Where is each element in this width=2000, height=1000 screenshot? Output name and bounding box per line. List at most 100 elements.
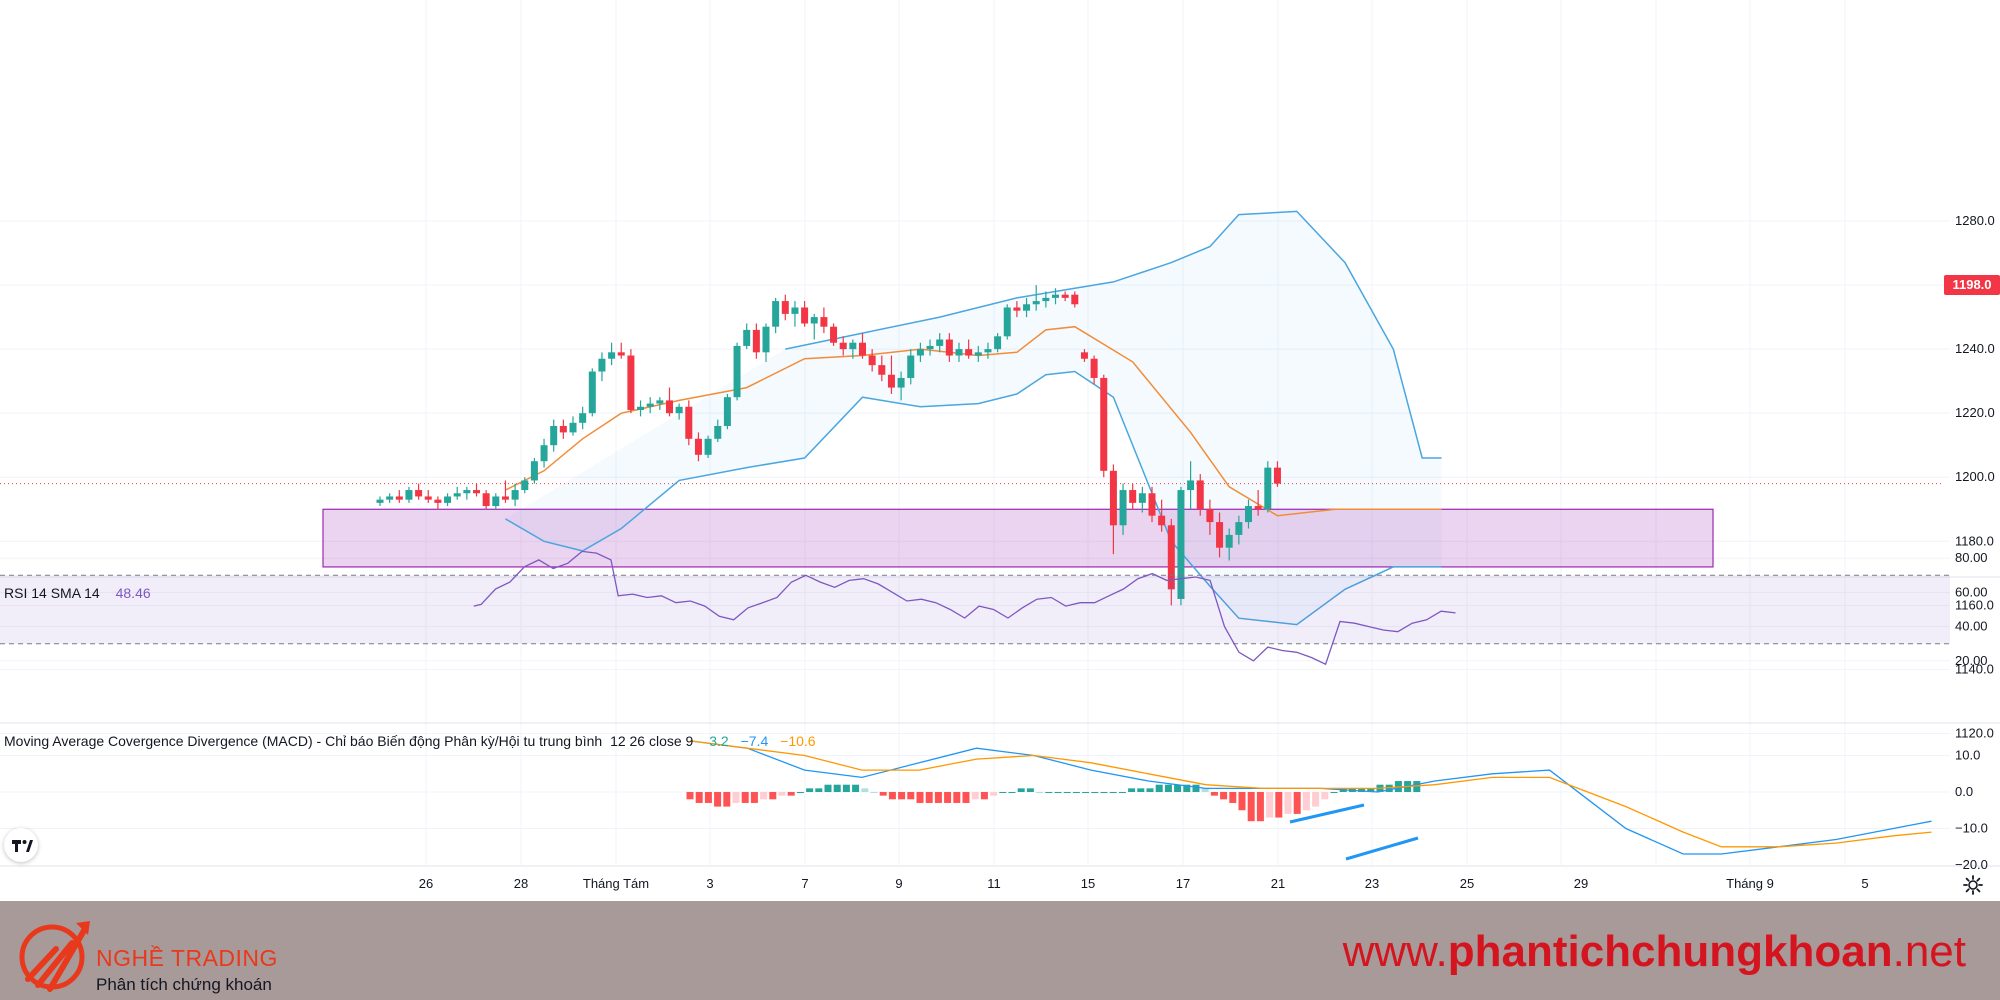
candle-body	[1013, 307, 1021, 311]
candle-body	[1187, 480, 1195, 491]
time-axis-label: 28	[514, 876, 528, 891]
rsi-value: 48.46	[115, 585, 151, 601]
macd-histogram-bar	[925, 792, 933, 803]
candle-body	[1052, 294, 1059, 298]
candle-body	[897, 377, 905, 388]
macd-histogram-bar	[714, 792, 722, 807]
candle-body	[685, 406, 693, 439]
candle-body	[656, 400, 664, 404]
candle-body	[646, 403, 654, 407]
macd-histogram-bar	[944, 792, 952, 803]
candle-body	[540, 445, 548, 462]
divergence-trendline	[1289, 803, 1365, 824]
macd-histogram-bar	[695, 792, 703, 803]
price-axis-label: 1120.0	[1955, 725, 1994, 740]
candle-body	[598, 358, 606, 372]
candle-body	[1273, 467, 1281, 484]
time-axis-label: 3	[706, 876, 713, 891]
macd-histogram-bar	[907, 792, 915, 800]
candle-body	[1090, 358, 1098, 378]
candle-body	[1254, 506, 1262, 510]
brand-logo-icon	[19, 921, 90, 992]
macd-histogram-bar	[1063, 792, 1071, 793]
macd-histogram-bar	[861, 788, 869, 792]
price-pane[interactable]	[0, 210, 1944, 626]
candle-body	[608, 352, 616, 359]
macd-histogram-bar	[1036, 792, 1044, 793]
time-axis-label: 17	[1176, 876, 1190, 891]
axes: 1280.01260.01240.01220.01200.01180.01160…	[419, 213, 1995, 891]
candle-body	[1080, 352, 1088, 359]
candle-body	[907, 355, 915, 378]
macd-histogram-bar	[842, 784, 850, 792]
macd-histogram-bar	[1192, 784, 1200, 792]
macd-legend[interactable]: Moving Average Covergence Divergence (MA…	[4, 733, 816, 749]
macd-histogram-bar	[723, 792, 731, 807]
candle-body	[868, 355, 876, 366]
support-zone	[322, 508, 1714, 568]
macd-histogram-bar	[953, 792, 961, 803]
site-url[interactable]: www.phantichchungkhoan.net	[1343, 927, 1966, 977]
candle-body	[473, 490, 480, 494]
candle-body	[424, 496, 432, 500]
candle-body	[1216, 522, 1224, 548]
candle-body	[521, 480, 529, 491]
candle-body	[752, 329, 760, 353]
candle-body	[415, 490, 423, 497]
macd-histogram-bar	[1017, 788, 1025, 792]
candle-body	[675, 406, 683, 414]
macd-histogram-bar	[1174, 784, 1182, 792]
price-axis-label: 1160.0	[1955, 597, 1994, 612]
macd-legend-title: Moving Average Covergence Divergence (MA…	[4, 733, 603, 749]
macd-histogram-bar	[934, 792, 942, 803]
macd-histogram-bar	[815, 788, 823, 792]
candle-body	[463, 490, 471, 494]
macd-histogram-bar	[980, 792, 988, 800]
macd-histogram-bar	[962, 792, 970, 803]
candle-body	[627, 355, 635, 410]
candle-body	[511, 490, 519, 500]
rsi-axis-label: 60.00	[1955, 584, 1988, 599]
settings-gear-icon[interactable]	[1962, 874, 1984, 896]
macd-histogram-bar	[1164, 784, 1172, 792]
macd-histogram-bar	[1109, 792, 1117, 793]
time-axis-label: 7	[801, 876, 808, 891]
candle-body	[936, 339, 944, 346]
time-axis-label: 5	[1861, 876, 1868, 891]
candle-body	[791, 307, 799, 314]
chart-canvas[interactable]: 1280.01260.01240.01220.01200.01180.01160…	[0, 0, 2000, 901]
candle-body	[714, 425, 722, 439]
macd-histogram-bar	[1293, 792, 1301, 814]
macd-histogram-bar	[1137, 788, 1145, 792]
rsi-pane[interactable]	[0, 550, 1950, 666]
macd-histogram-bar	[1330, 792, 1338, 793]
candle-body	[530, 461, 538, 481]
candle-body	[559, 425, 567, 433]
candle-body	[1225, 534, 1233, 548]
macd-pane[interactable]	[686, 740, 1932, 861]
candle-body	[434, 499, 442, 503]
tradingview-logo[interactable]	[4, 828, 38, 862]
candle-body	[1264, 467, 1272, 510]
macd-histogram-bar	[1128, 788, 1136, 792]
candle-body	[772, 301, 780, 327]
time-axis-label: 25	[1460, 876, 1474, 891]
candle-body	[723, 397, 731, 426]
macd-histogram-bar	[769, 792, 777, 800]
macd-histogram-bar	[999, 792, 1007, 793]
price-axis-label: 1140.0	[1955, 661, 1994, 676]
candle-body	[1138, 493, 1146, 503]
candle-body	[1245, 506, 1252, 523]
brand-tagline: Phân tích chứng khoán	[96, 975, 272, 994]
macd-histogram-bar	[1045, 792, 1053, 793]
last-price-label: 1198.0	[1944, 275, 2000, 295]
time-axis-label: 15	[1081, 876, 1095, 891]
rsi-legend[interactable]: RSI 14 SMA 14 48.46	[4, 585, 151, 601]
macd-histogram-bar	[1302, 792, 1310, 811]
price-axis-label: 1180.0	[1955, 533, 1994, 548]
macd-histogram-bar	[852, 784, 860, 792]
candle-body	[830, 326, 838, 343]
site-prefix: www.	[1342, 927, 1448, 976]
time-axis-label: 23	[1365, 876, 1379, 891]
macd-histogram-bar	[1091, 792, 1099, 793]
